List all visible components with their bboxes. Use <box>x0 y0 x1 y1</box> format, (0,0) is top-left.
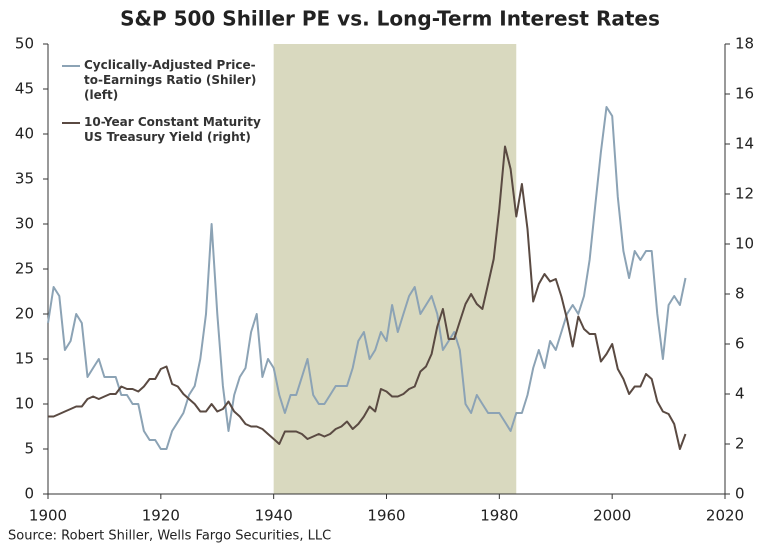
legend-label: 10-Year Constant Maturity US Treasury Yi… <box>84 115 261 144</box>
x-tick-label: 1920 <box>142 507 180 525</box>
y2-tick-label: 0 <box>735 485 745 503</box>
shaded-span <box>273 44 517 494</box>
y2-tick-label: 8 <box>735 285 745 303</box>
y-tick-label: 40 <box>15 125 34 143</box>
y2-tick-label: 16 <box>735 85 754 103</box>
y-tick-label: 20 <box>15 305 34 323</box>
y-tick-label: 5 <box>24 440 34 458</box>
y-tick-label: 25 <box>15 260 34 278</box>
series-line <box>47 106 687 450</box>
x-tick-label: 1980 <box>480 507 518 525</box>
x-tick-label: 1960 <box>367 507 405 525</box>
y-tick-label: 0 <box>24 485 34 503</box>
legend: Cyclically-Adjusted Price-to-Earnings Ra… <box>62 58 272 157</box>
x-tick-label: 2020 <box>706 507 744 525</box>
y-tick-label: 50 <box>15 35 34 53</box>
axis-frame <box>47 44 726 495</box>
y-tick-label: 15 <box>15 350 34 368</box>
legend-item: Cyclically-Adjusted Price-to-Earnings Ra… <box>62 58 272 103</box>
y2-tick-label: 14 <box>735 135 754 153</box>
legend-item: 10-Year Constant Maturity US Treasury Yi… <box>62 115 272 145</box>
y-tick-label: 35 <box>15 170 34 188</box>
legend-swatch <box>62 122 80 124</box>
y2-tick-label: 10 <box>735 235 754 253</box>
series-line <box>48 145 687 450</box>
y2-tick-label: 18 <box>735 35 754 53</box>
chart-title: S&P 500 Shiller PE vs. Long-Term Interes… <box>120 7 660 31</box>
source: Source: Robert Shiller, Wells Fargo Secu… <box>8 529 331 544</box>
y-tick-label: 10 <box>15 395 34 413</box>
y2-tick-label: 2 <box>735 435 745 453</box>
y-tick-label: 45 <box>15 80 34 98</box>
x-tick-label: 1900 <box>29 507 67 525</box>
y-tick-label: 30 <box>15 215 34 233</box>
legend-swatch <box>62 65 80 67</box>
x-tick-label: 2000 <box>593 507 631 525</box>
x-tick-label: 1940 <box>255 507 293 525</box>
y2-tick-label: 6 <box>735 335 745 353</box>
y2-tick-label: 4 <box>735 385 745 403</box>
legend-label: Cyclically-Adjusted Price-to-Earnings Ra… <box>84 58 257 102</box>
y2-tick-label: 12 <box>735 185 754 203</box>
